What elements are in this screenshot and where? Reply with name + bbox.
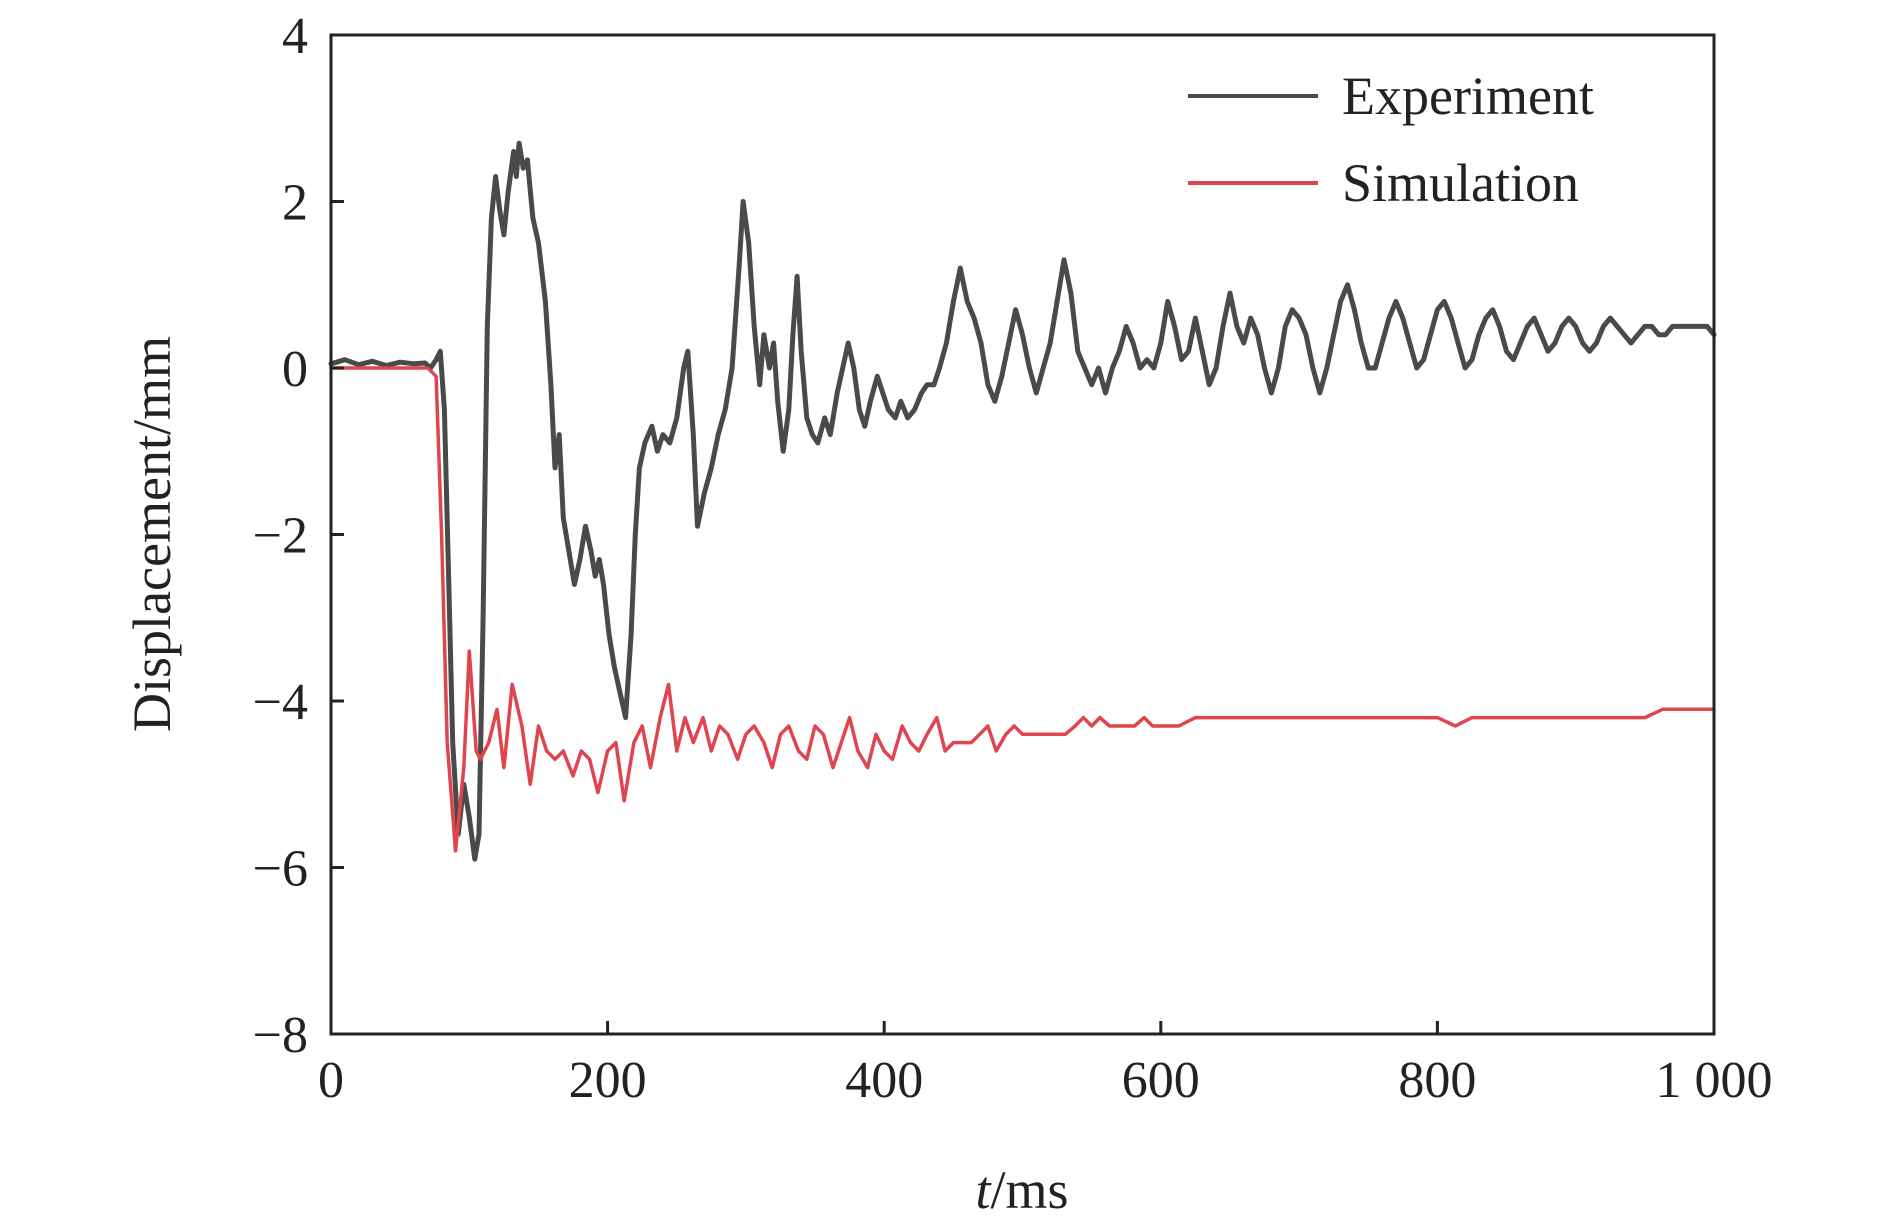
experiment-line: [328, 140, 1717, 862]
simulation-line: [329, 366, 1716, 853]
y-tick-label: −4: [253, 674, 308, 731]
ticks-layer: 0 200 400 600 800 1 000 −8 −6 −4 −2 0 2 4: [253, 8, 1773, 1109]
x-tick-label: 800: [1398, 1052, 1476, 1109]
legend-label-simulation: Simulation: [1342, 153, 1579, 213]
legend-label-experiment: Experiment: [1342, 66, 1594, 126]
y-tick-label: −2: [253, 508, 308, 565]
y-tick-label: 0: [282, 341, 308, 398]
y-tick-label: −8: [253, 1007, 308, 1064]
y-tick-label: 4: [282, 8, 308, 65]
x-axis-title-unit: /ms: [990, 1160, 1068, 1220]
y-tick-label: 2: [282, 175, 308, 232]
x-tick-label: 0: [318, 1052, 344, 1109]
x-tick-label: 200: [569, 1052, 647, 1109]
x-tick-label: 1 000: [1656, 1052, 1773, 1109]
series-layer: [328, 140, 1717, 862]
x-tick-label: 600: [1122, 1052, 1200, 1109]
y-tick-label: −6: [253, 841, 308, 898]
legend: Experiment Simulation: [1188, 66, 1594, 213]
x-tick-label: 400: [845, 1052, 923, 1109]
y-axis-title: Displacement/mm: [122, 336, 182, 732]
x-axis-title-variable: t: [975, 1160, 992, 1220]
x-axis-title: t/ms: [975, 1160, 1068, 1220]
